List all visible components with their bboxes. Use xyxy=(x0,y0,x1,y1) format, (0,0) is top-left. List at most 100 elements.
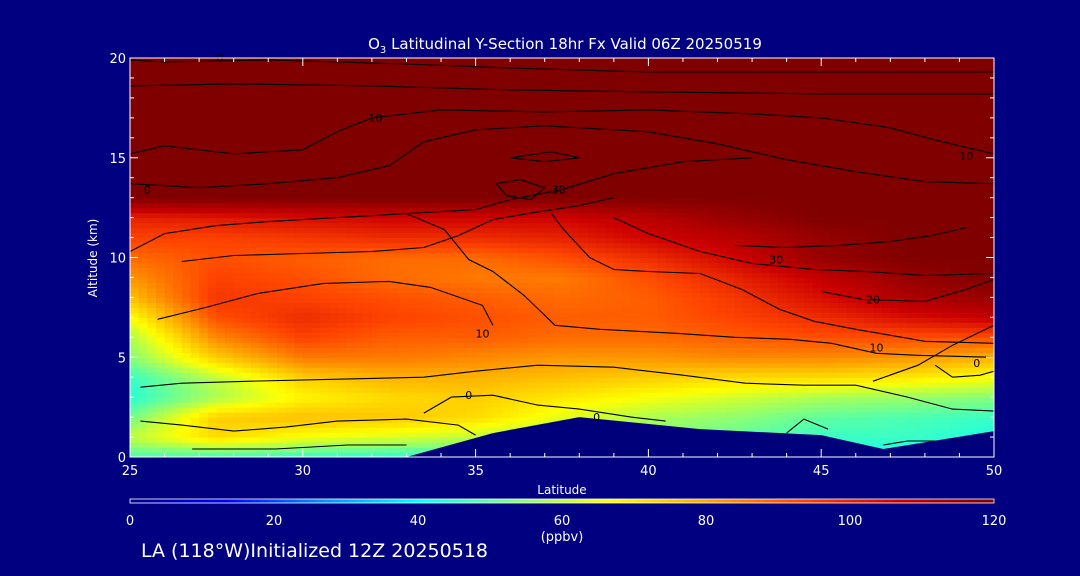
heat-cell xyxy=(320,397,330,403)
heat-cell xyxy=(164,147,174,154)
heat-cell xyxy=(233,267,243,274)
heat-cell xyxy=(510,67,520,74)
heat-cell xyxy=(294,142,304,149)
heat-cell xyxy=(155,172,166,179)
heat-cell xyxy=(337,287,347,294)
heat-cell xyxy=(518,107,529,114)
heat-cell xyxy=(527,182,537,189)
heat-cell xyxy=(311,312,321,318)
heat-cell xyxy=(190,72,200,79)
heat-cell xyxy=(613,232,624,239)
heat-cell xyxy=(354,217,364,224)
heat-cell xyxy=(233,287,243,294)
heat-cell xyxy=(648,77,658,84)
heat-cell xyxy=(389,97,399,104)
heat-cell xyxy=(138,297,148,303)
heat-cell xyxy=(441,147,451,154)
heat-cell xyxy=(544,212,554,219)
heat-cell xyxy=(510,357,520,363)
heat-cell xyxy=(657,147,667,154)
heat-cell xyxy=(155,162,166,169)
heat-cell xyxy=(242,402,252,408)
heat-cell xyxy=(294,67,304,74)
heat-cell xyxy=(346,372,356,378)
heat-cell xyxy=(294,157,304,164)
heat-cell xyxy=(605,397,615,403)
heat-cell xyxy=(216,167,226,174)
heat-cell xyxy=(458,97,468,104)
heat-cell xyxy=(501,292,511,298)
heat-cell xyxy=(285,332,295,338)
heat-cell xyxy=(250,417,261,423)
heat-cell xyxy=(199,172,209,179)
heat-cell xyxy=(553,137,563,144)
heat-cell xyxy=(337,122,347,129)
heat-cell xyxy=(544,72,554,79)
heat-cell xyxy=(484,372,494,378)
heat-cell xyxy=(605,272,615,279)
heat-cell xyxy=(250,182,261,189)
heat-cell xyxy=(259,197,269,204)
heat-cell xyxy=(363,277,373,284)
heat-cell xyxy=(242,292,252,298)
heat-cell xyxy=(147,107,157,114)
heat-cell xyxy=(173,252,183,259)
heat-cell xyxy=(466,72,477,79)
heat-cell xyxy=(579,372,589,378)
heat-cell xyxy=(320,242,330,249)
heat-cell xyxy=(276,92,287,99)
heat-cell xyxy=(544,272,554,279)
heat-cell xyxy=(613,342,624,348)
heat-cell xyxy=(371,317,382,323)
heat-cell xyxy=(250,287,261,294)
heat-cell xyxy=(363,72,373,79)
heat-cell xyxy=(190,137,200,144)
heat-cell xyxy=(242,372,252,378)
heat-cell xyxy=(553,337,563,343)
heat-cell xyxy=(639,347,649,353)
heat-cell xyxy=(225,347,235,353)
heat-cell xyxy=(553,112,563,119)
heat-cell xyxy=(501,167,511,174)
heat-cell xyxy=(294,407,304,413)
heat-cell xyxy=(622,157,632,164)
heat-cell xyxy=(199,232,209,239)
heat-cell xyxy=(613,312,624,318)
heat-cell xyxy=(432,287,442,294)
heat-cell xyxy=(337,247,347,254)
heat-cell xyxy=(242,432,252,438)
heat-cell xyxy=(164,362,174,368)
heat-cell xyxy=(432,102,442,109)
heat-cell xyxy=(207,87,217,94)
heat-cell xyxy=(458,187,468,194)
heat-cell xyxy=(233,352,243,358)
heat-cell xyxy=(320,327,330,333)
heat-cell xyxy=(441,187,451,194)
heat-cell xyxy=(432,67,442,74)
heat-cell xyxy=(544,127,554,134)
heat-cell xyxy=(155,252,166,259)
heat-cell xyxy=(346,177,356,184)
heat-cell xyxy=(536,172,546,179)
heat-cell xyxy=(164,267,174,274)
heat-cell xyxy=(570,312,580,318)
heat-cell xyxy=(389,277,399,284)
heat-cell xyxy=(225,327,235,333)
heat-cell xyxy=(259,252,269,259)
heat-cell xyxy=(415,172,425,179)
heat-cell xyxy=(518,58,529,64)
heat-cell xyxy=(553,182,563,189)
heat-cell xyxy=(518,422,529,428)
heat-cell xyxy=(164,382,174,388)
heat-cell xyxy=(380,312,390,318)
heat-cell xyxy=(371,392,382,398)
heat-cell xyxy=(639,72,649,79)
heat-cell xyxy=(216,292,226,298)
heat-cell xyxy=(544,237,554,244)
heat-cell xyxy=(285,247,295,254)
heat-cell xyxy=(380,332,390,338)
heat-cell xyxy=(510,347,520,353)
heat-cell xyxy=(294,417,304,423)
heat-cell xyxy=(130,207,140,214)
heat-cell xyxy=(415,432,425,438)
